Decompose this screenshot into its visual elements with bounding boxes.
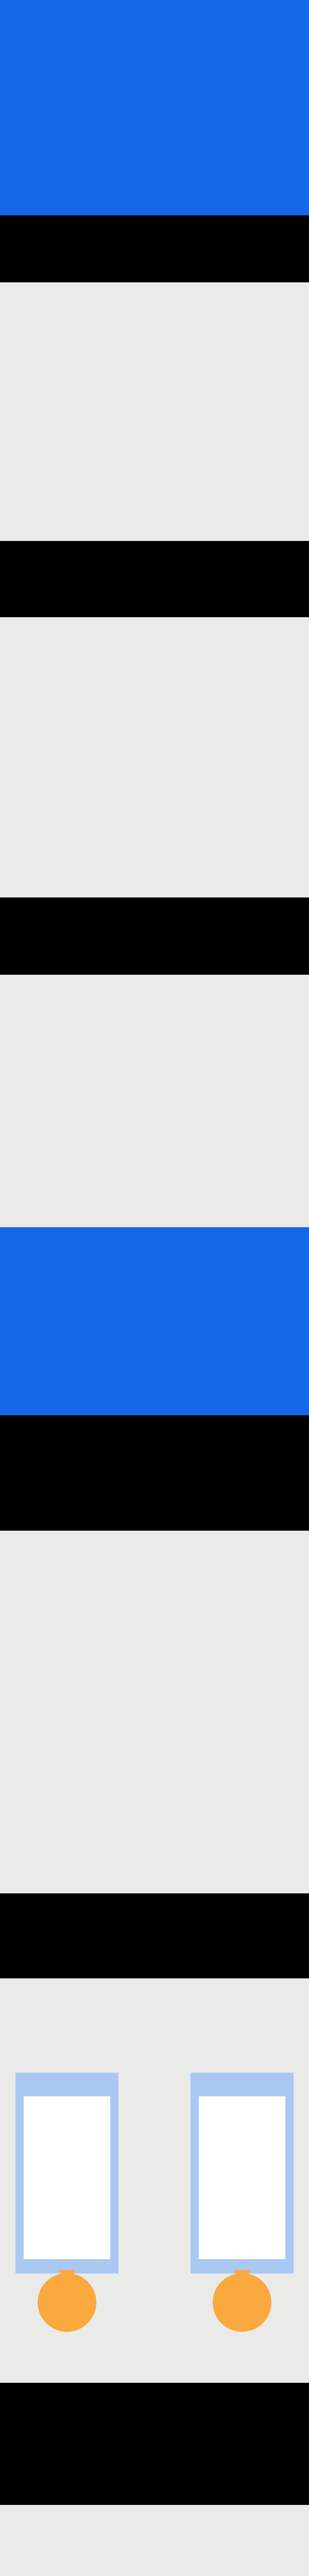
statement-band-a	[0, 215, 309, 282]
pension-panel-2010	[15, 2073, 118, 2274]
pension-panel-2040	[191, 2073, 294, 2274]
section-medcare-chart	[0, 1531, 309, 1893]
statement-band-c	[0, 897, 309, 975]
statement-band-d	[0, 1415, 309, 1531]
births-chart-plot	[0, 975, 309, 1227]
panel-2040-card	[199, 2096, 285, 2259]
population-chart-plot	[0, 282, 309, 541]
pension-icons-2010	[24, 2118, 110, 2235]
section-births-chart	[0, 975, 309, 1227]
section-population-chart	[0, 282, 309, 541]
arrow-30years	[130, 2156, 179, 2191]
statement-band-b	[0, 541, 309, 617]
section1-hero	[0, 0, 309, 215]
workingage-chart-plot	[0, 617, 309, 897]
pension-icons-2040	[199, 2118, 285, 2235]
statement-band-f	[0, 2383, 309, 2505]
replacement-diagram-plot	[0, 2505, 309, 2576]
section-workingage-chart	[0, 617, 309, 897]
section-replacement-diagram	[0, 2505, 309, 2576]
statement-band-e	[0, 1893, 309, 1978]
burden-bubble-2040	[213, 2273, 271, 2332]
section2-hero	[0, 1227, 309, 1415]
panel-2010-card	[24, 2096, 110, 2259]
section-pension-compare	[0, 1978, 309, 2383]
medcare-chart-plot	[0, 1531, 309, 1893]
burden-bubble-2010	[38, 2273, 96, 2332]
